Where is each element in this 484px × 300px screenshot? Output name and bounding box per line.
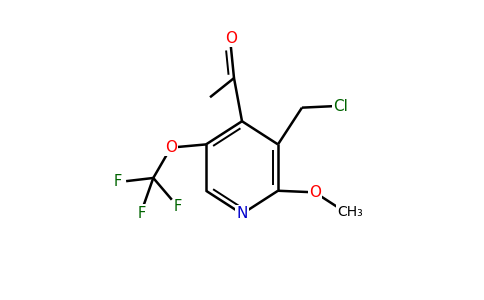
Text: F: F (174, 199, 182, 214)
Text: O: O (165, 140, 177, 155)
Text: O: O (225, 31, 237, 46)
Text: CH₃: CH₃ (337, 205, 363, 218)
Text: Cl: Cl (333, 99, 348, 114)
Text: F: F (114, 174, 122, 189)
Text: O: O (309, 185, 321, 200)
Text: F: F (138, 206, 146, 220)
Text: N: N (236, 206, 248, 221)
